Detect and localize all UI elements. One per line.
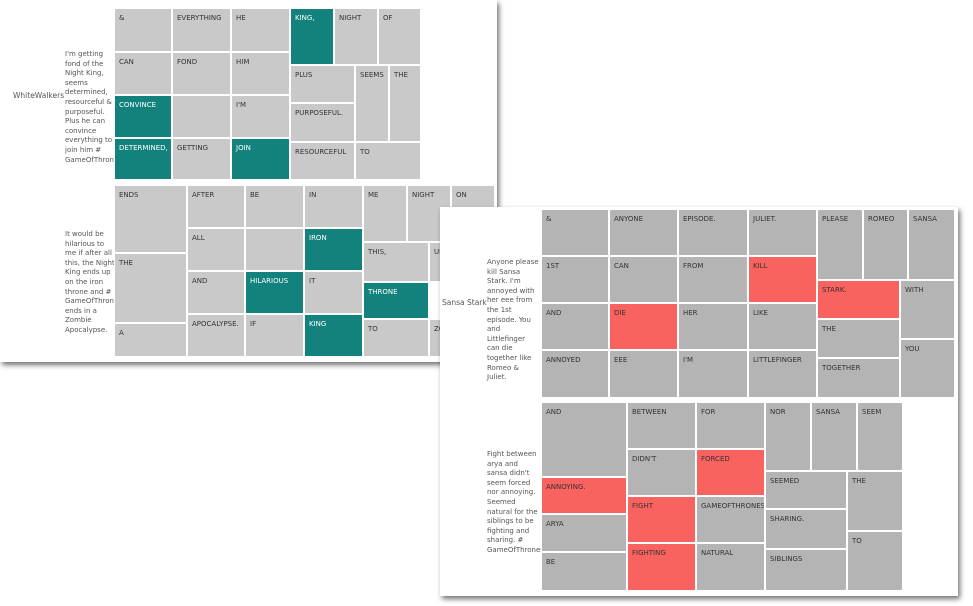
treemap-cell: GETTING [172, 138, 231, 180]
treemap-cell: IT [304, 271, 363, 314]
treemap-cell: HIM [231, 52, 290, 95]
treemap-cell: THE [817, 319, 900, 358]
treemap-cell: ANYONE [609, 209, 678, 256]
treemap-cell: BE [245, 185, 304, 228]
treemap-cell: SANSA [811, 402, 857, 471]
panel: Sansa Stark Anyone please kill Sansa Star… [440, 207, 958, 596]
treemap-cell: DIE [609, 303, 678, 350]
treemap-cell: TOGETHER [817, 358, 900, 398]
treemap-cell: GAMEOFTHRONES [696, 496, 765, 543]
treemap-cell: AND [541, 303, 609, 350]
treemap-cell: CONVINCE [114, 95, 172, 138]
treemap-cell: AND [541, 402, 627, 477]
treemap-cell: ARYA [541, 514, 627, 552]
treemap-cell: APOCALYPSE. [187, 314, 245, 357]
treemap-cell: THRONE [363, 282, 429, 319]
treemap-cell: DETERMINED, [114, 138, 172, 180]
treemap-cell: HER [678, 303, 748, 350]
treemap-cell: PLUS [290, 65, 355, 103]
treemap-cell: TO [363, 319, 429, 357]
treemap-cell: PURPOSEFUL. [290, 103, 355, 142]
treemap-cell: DIDN'T [627, 449, 696, 496]
treemap-cell: EPISODE. [678, 209, 748, 256]
treemap-cell: LIKE [748, 303, 817, 350]
treemap-cell: AND [187, 271, 245, 314]
tweet-text: I'm getting fond of the Night King, seem… [65, 50, 122, 164]
treemap-cell: BE [541, 552, 627, 591]
treemap-cell: KILL [748, 256, 817, 303]
treemap-cell: ME [363, 185, 407, 242]
treemap-cell: 1ST [541, 256, 609, 303]
treemap-cell: STARK. [817, 280, 900, 319]
treemap-cell: ROMEO [863, 209, 908, 280]
treemap-cell: YOU [900, 339, 955, 398]
treemap-cell: BETWEEN [627, 402, 696, 449]
treemap-cell: I'M [231, 95, 290, 138]
treemap-cell: CAN [609, 256, 678, 303]
treemap-cell: IF [245, 314, 304, 357]
treemap-cell: & [114, 8, 172, 52]
treemap-cell: & [541, 209, 609, 256]
treemap-cell: ANNOYED [541, 350, 609, 398]
treemap-cell: SEEMED [765, 471, 847, 509]
treemap-cell: IN [304, 185, 363, 228]
treemap-cell: IRON [304, 228, 363, 271]
treemap-cell: THE [847, 471, 903, 531]
treemap-cell: SEEMS [355, 65, 389, 142]
treemap-cell [245, 228, 304, 271]
treemap-cell: I'M [678, 350, 748, 398]
panel-label: Sansa Stark [442, 298, 487, 307]
treemap-cell: EEE [609, 350, 678, 398]
tweet-text: Fight between arya and sansa didn't seem… [487, 450, 544, 554]
treemap-cell: ALL [187, 228, 245, 271]
treemap-cell: PLEASE [817, 209, 863, 280]
treemap-cell: JULIET. [748, 209, 817, 256]
treemap-cell: TO [355, 142, 421, 180]
treemap-cell: NIGHT [334, 8, 378, 65]
treemap-cell: HE [231, 8, 290, 52]
treemap-cell: THE [114, 253, 187, 323]
panel: WhiteWalkers I'm getting fond of the Nigh… [0, 0, 497, 362]
treemap-cell: FOR [696, 402, 765, 449]
treemap-cell: OF [378, 8, 421, 65]
treemap-cell: SIBLINGS [765, 549, 847, 591]
treemap-cell: ANNOYING. [541, 477, 627, 514]
treemap-cell: WITH [900, 280, 955, 339]
treemap-cell: FIGHT [627, 496, 696, 543]
tweet-text: It would be hilarious to me if after all… [65, 230, 122, 334]
treemap-cell: KING [304, 314, 363, 357]
tweet-text: Anyone please kill Sansa Stark. I'm anno… [487, 258, 539, 382]
treemap-cell: JOIN [231, 138, 290, 180]
treemap-cell: FORCED [696, 449, 765, 496]
treemap-cell: NATURAL [696, 543, 765, 591]
treemap-cell: SEEM [857, 402, 903, 471]
treemap-cell: NOR [765, 402, 811, 471]
treemap-cell: EVERYTHING [172, 8, 231, 52]
treemap-cell: CAN [114, 52, 172, 95]
treemap-cell: FIGHTING [627, 543, 696, 591]
treemap-cell [172, 95, 231, 138]
treemap-cell: TO [847, 531, 903, 591]
treemap-cell: AFTER [187, 185, 245, 228]
treemap-cell: FOND [172, 52, 231, 95]
treemap-cell: SHARING. [765, 509, 847, 549]
treemap-cell: KING, [290, 8, 334, 65]
panel-label: WhiteWalkers [13, 91, 65, 100]
treemap-cell: HILARIOUS [245, 271, 304, 314]
treemap-cell: ENDS [114, 185, 187, 253]
treemap-cell: A [114, 323, 187, 357]
treemap-cell: RESOURCEFUL [290, 142, 355, 180]
treemap-cell: LITTLEFINGER [748, 350, 817, 398]
treemap-cell: SANSA [908, 209, 955, 280]
treemap-cell: THE [389, 65, 421, 142]
treemap-cell: THIS, [363, 242, 429, 282]
treemap-cell: FROM [678, 256, 748, 303]
